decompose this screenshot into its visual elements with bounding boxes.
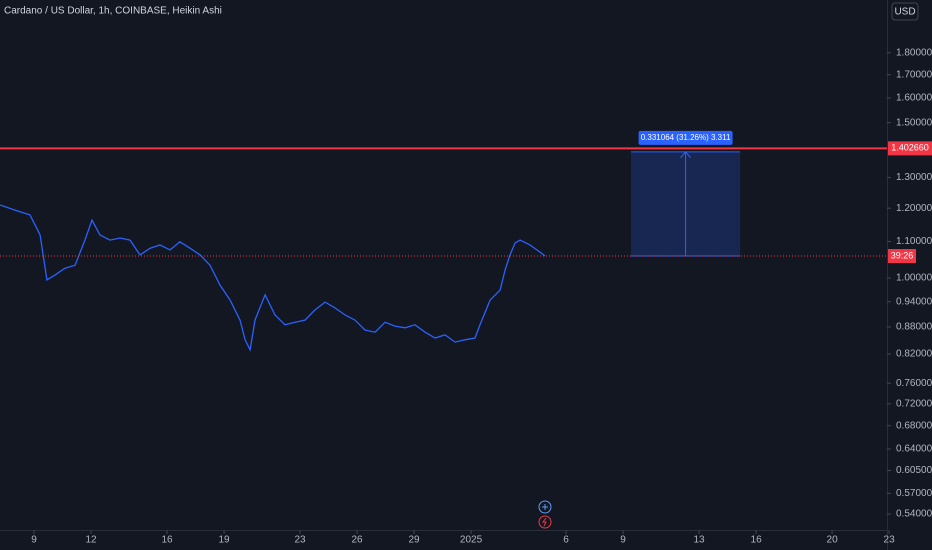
currency[interactable]: USD: [894, 7, 915, 18]
x-tick-label: 23: [884, 535, 896, 546]
y-tick-label: 1.500000: [896, 117, 932, 128]
price-line: [0, 204, 546, 352]
alert-icon: [542, 517, 547, 527]
x-tick-label: 26: [351, 535, 363, 546]
measure-label: 0.331064 (31.26%) 3.311: [641, 133, 731, 142]
x-tick-label: 16: [751, 535, 763, 546]
y-tick-label: 1.700000: [896, 69, 932, 80]
horizontal-line-label: 1.402660: [891, 143, 929, 153]
add-icon: [542, 504, 548, 510]
countdown: 39:26: [891, 250, 914, 260]
x-tick-label: 16: [161, 535, 173, 546]
horizontal-line-label-box: [888, 141, 932, 156]
x-tick-label: 6: [563, 535, 569, 546]
x-tick-label: 23: [294, 535, 306, 546]
toolbar-buttons: [538, 500, 552, 529]
chart-title: Cardano / US Dollar, 1h, COINBASE, Heiki…: [4, 6, 222, 17]
alert-button[interactable]: [538, 515, 552, 529]
x-tick-label: 9: [620, 535, 626, 546]
measure-arrow: [680, 151, 691, 257]
x-tick-label: 20: [827, 535, 839, 546]
y-tick-label: 1.300000: [896, 172, 932, 183]
x-tick-label: 19: [218, 535, 230, 546]
x-tick-label: 2025: [460, 535, 483, 546]
countdown-box: [888, 249, 916, 264]
add-button[interactable]: [538, 500, 552, 514]
x-tick-label: 13: [694, 535, 706, 546]
x-tick-label: 29: [408, 535, 420, 546]
x-tick-label: 12: [85, 535, 97, 546]
x-tick-label: 9: [31, 535, 37, 546]
y-tick-label: 1.200000: [896, 203, 932, 214]
y-tick-label: 1.100000: [896, 236, 932, 247]
y-tick-label: 1.600000: [896, 93, 932, 104]
y-tick-label: 0.540000: [896, 509, 932, 520]
measure-label-box: [638, 130, 733, 145]
y-tick-label: 1.800000: [896, 47, 932, 58]
currency-box[interactable]: [891, 2, 919, 21]
